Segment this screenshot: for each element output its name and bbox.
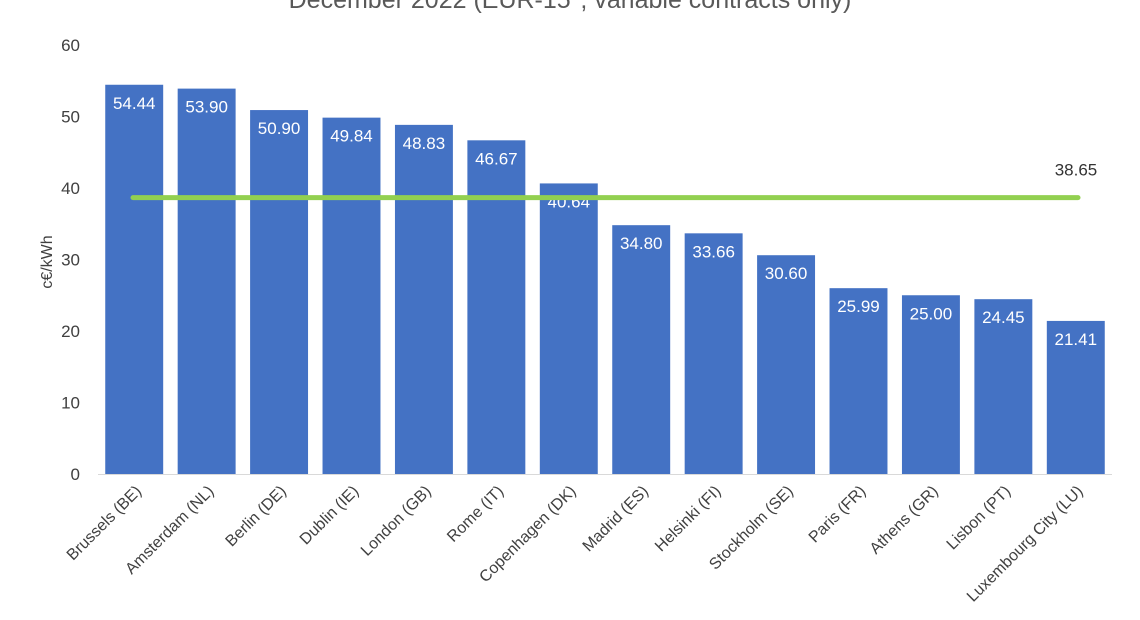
bar-value-label: 49.84	[330, 127, 373, 146]
y-axis-title: c€/kWh	[39, 235, 56, 288]
bar-value-label: 54.44	[113, 94, 156, 113]
category-label: Helsinki (FI)	[652, 483, 724, 555]
bar	[829, 288, 888, 474]
bar-value-label: 25.99	[837, 297, 880, 316]
bar-value-label: 48.83	[403, 134, 446, 153]
bar	[322, 117, 381, 475]
category-label: Rome (IT)	[444, 483, 507, 546]
category-label: Madrid (ES)	[580, 483, 652, 555]
bar-value-label: 30.60	[765, 264, 808, 283]
bar-value-label: 24.45	[982, 308, 1025, 327]
bar	[467, 140, 526, 474]
y-tick-label: 20	[61, 322, 80, 341]
y-tick-label: 40	[61, 179, 80, 198]
bar-value-label: 34.80	[620, 234, 663, 253]
bar	[394, 124, 453, 474]
category-label: London (GB)	[358, 483, 435, 560]
bar	[105, 84, 164, 474]
category-label: Athens (GR)	[867, 483, 942, 558]
bar-value-label: 46.67	[475, 149, 518, 168]
bar	[612, 225, 671, 474]
bar	[684, 233, 743, 474]
bar	[177, 88, 236, 475]
bar-value-label: 33.66	[692, 242, 735, 261]
category-label: Dublin (IE)	[297, 483, 362, 548]
bars-group	[105, 84, 1105, 475]
bar-value-label: 21.41	[1055, 330, 1098, 349]
y-axis-ticks: 0 10 20 30 40 50 60	[61, 36, 80, 484]
bar	[1046, 320, 1105, 474]
category-label: Paris (FR)	[806, 483, 870, 547]
average-label: 38.65	[1055, 161, 1098, 180]
category-label: Berlin (DE)	[223, 483, 290, 550]
bar	[974, 299, 1033, 474]
y-tick-label: 0	[71, 465, 80, 484]
category-label: Brussels (BE)	[64, 483, 145, 564]
y-tick-label: 30	[61, 251, 80, 270]
bar-value-label: 25.00	[910, 304, 953, 323]
bar	[539, 183, 598, 474]
bar	[250, 110, 309, 474]
category-label: Luxembourg City (LU)	[964, 483, 1087, 606]
category-label: Lisbon (PT)	[944, 483, 1015, 554]
bar	[757, 255, 816, 474]
y-tick-label: 10	[61, 394, 80, 413]
category-labels: Brussels (BE)Amsterdam (NL) Berlin (DE) Du…	[64, 483, 1087, 606]
bar-value-label: 50.90	[258, 119, 301, 138]
chart-title: December 2022 (EUR-15*, variable contrac…	[289, 0, 852, 14]
bar-value-label: 53.90	[185, 98, 228, 117]
bar	[901, 295, 960, 474]
y-tick-label: 50	[61, 108, 80, 127]
y-tick-label: 60	[61, 36, 80, 55]
